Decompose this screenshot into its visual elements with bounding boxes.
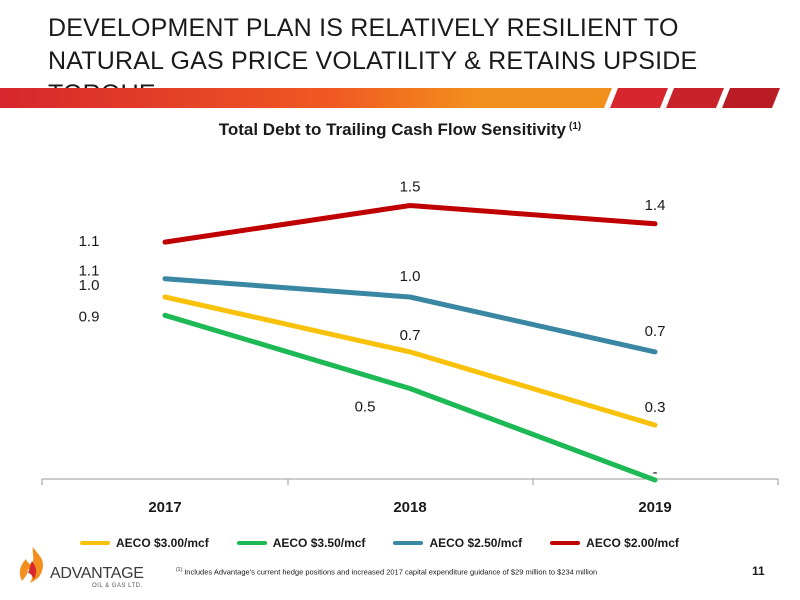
legend-swatch: [80, 541, 110, 545]
title-banner: [0, 88, 780, 108]
legend-label: AECO $2.50/mcf: [429, 536, 523, 550]
legend-item: AECO $3.00/mcf: [80, 536, 209, 550]
page-number: 11: [752, 564, 765, 578]
data-label: 1.1: [79, 233, 100, 250]
data-label: 0.9: [79, 308, 100, 325]
legend-label: AECO $2.00/mcf: [586, 536, 679, 550]
legend-item: AECO $2.50/mcf: [393, 536, 522, 550]
legend-swatch: [393, 541, 424, 545]
legend-label: AECO $3.00/mcf: [116, 536, 209, 550]
legend-label: AECO $3.50/mcf: [272, 536, 366, 550]
slide-title: DEVELOPMENT PLAN IS RELATIVELY RESILIENT…: [48, 14, 698, 108]
data-label: 0.5: [355, 399, 376, 416]
legend-item: AECO $3.50/mcf: [236, 536, 366, 550]
data-label: 1.4: [645, 197, 666, 214]
chart-title-footnote-marker: (1): [569, 121, 582, 132]
legend-item: AECO $2.00/mcf: [550, 536, 679, 550]
x-tick-label: 2018: [393, 499, 426, 516]
footnote-marker: (1): [176, 567, 183, 573]
company-logo: ADVANTAGE OIL & GAS LTD.: [12, 545, 162, 595]
x-tick-label: 2019: [638, 499, 671, 516]
data-label: 1.5: [400, 179, 421, 196]
chart-legend: AECO $3.00/mcf AECO $3.50/mcf AECO $2.50/m…: [80, 536, 720, 550]
series-line: [162, 276, 658, 355]
legend-swatch: [550, 541, 581, 545]
data-label: 1.0: [400, 268, 421, 285]
series-line: [162, 312, 658, 483]
flame-icon: [19, 547, 44, 583]
data-label: -: [653, 464, 658, 481]
footnote-text: Includes Advantage's current hedge posit…: [184, 567, 598, 577]
chart-title-text: Total Debt to Trailing Cash Flow Sensiti…: [218, 120, 567, 139]
data-label: 0.7: [645, 323, 666, 340]
x-tick-label: 2017: [148, 499, 181, 516]
logo-wordmark: ADVANTAGE: [50, 565, 144, 582]
data-label: 0.3: [645, 399, 666, 416]
series-line: [162, 294, 658, 428]
legend-swatch: [236, 541, 267, 545]
data-label: 0.7: [400, 327, 421, 344]
logo-tagline: OIL & GAS LTD.: [92, 583, 143, 589]
data-label: 1.1: [79, 263, 100, 280]
footnote: (1) Includes Advantage's current hedge p…: [176, 567, 597, 577]
chart-title: Total Debt to Trailing Cash Flow Sensiti…: [0, 120, 800, 140]
series-line: [162, 203, 658, 245]
data-label: 1.0: [79, 277, 100, 294]
